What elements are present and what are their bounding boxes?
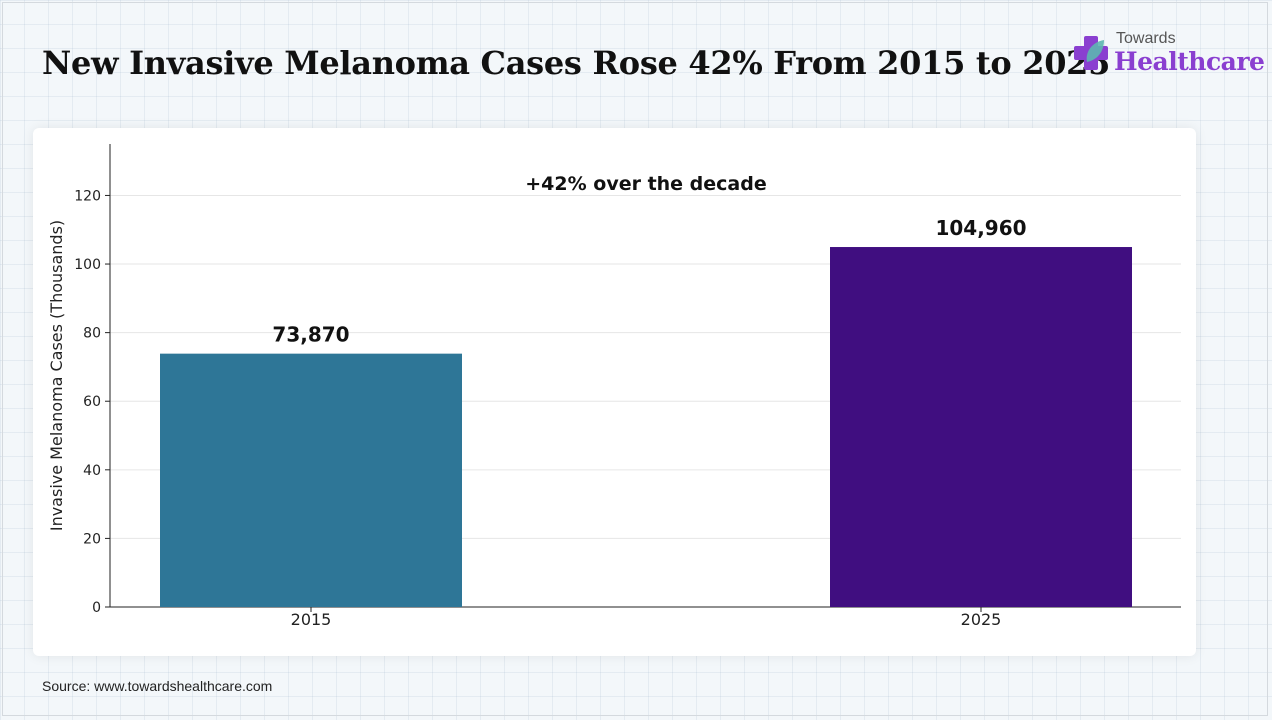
bar-2025 — [830, 247, 1132, 608]
x-tick-label: 2015 — [291, 610, 332, 629]
y-axis-label: Invasive Melanoma Cases (Thousands) — [47, 220, 66, 531]
logo-main-text: Healthcare — [1114, 47, 1265, 76]
y-tick-label: 60 — [83, 394, 101, 410]
medical-cross-icon — [1074, 36, 1108, 70]
y-tick-label: 20 — [83, 531, 101, 547]
chart-card: 0 20 40 60 80 100 120 Invasive Melanoma Cases (… — [33, 128, 1196, 656]
bar-2015 — [160, 353, 462, 607]
brand-logo: Towards Healthcare — [1070, 30, 1265, 82]
y-tick-label: 120 — [74, 188, 101, 204]
x-tick-label: 2025 — [961, 610, 1002, 629]
y-tick-label: 0 — [92, 600, 101, 616]
y-tick-label: 80 — [83, 326, 101, 342]
source-note: Source: www.towardshealthcare.com — [42, 678, 273, 694]
bar-chart: 0 20 40 60 80 100 120 Invasive Melanoma Cases (… — [47, 144, 1181, 629]
y-tick-label: 100 — [74, 257, 101, 273]
logo-top-text: Towards — [1116, 30, 1176, 47]
y-tick-label: 40 — [83, 463, 101, 479]
chart-annotation: +42% over the decade — [525, 173, 767, 195]
page-title: New Invasive Melanoma Cases Rose 42% Fro… — [42, 44, 1111, 82]
data-label: 73,870 — [272, 323, 349, 347]
data-label: 104,960 — [935, 216, 1026, 240]
